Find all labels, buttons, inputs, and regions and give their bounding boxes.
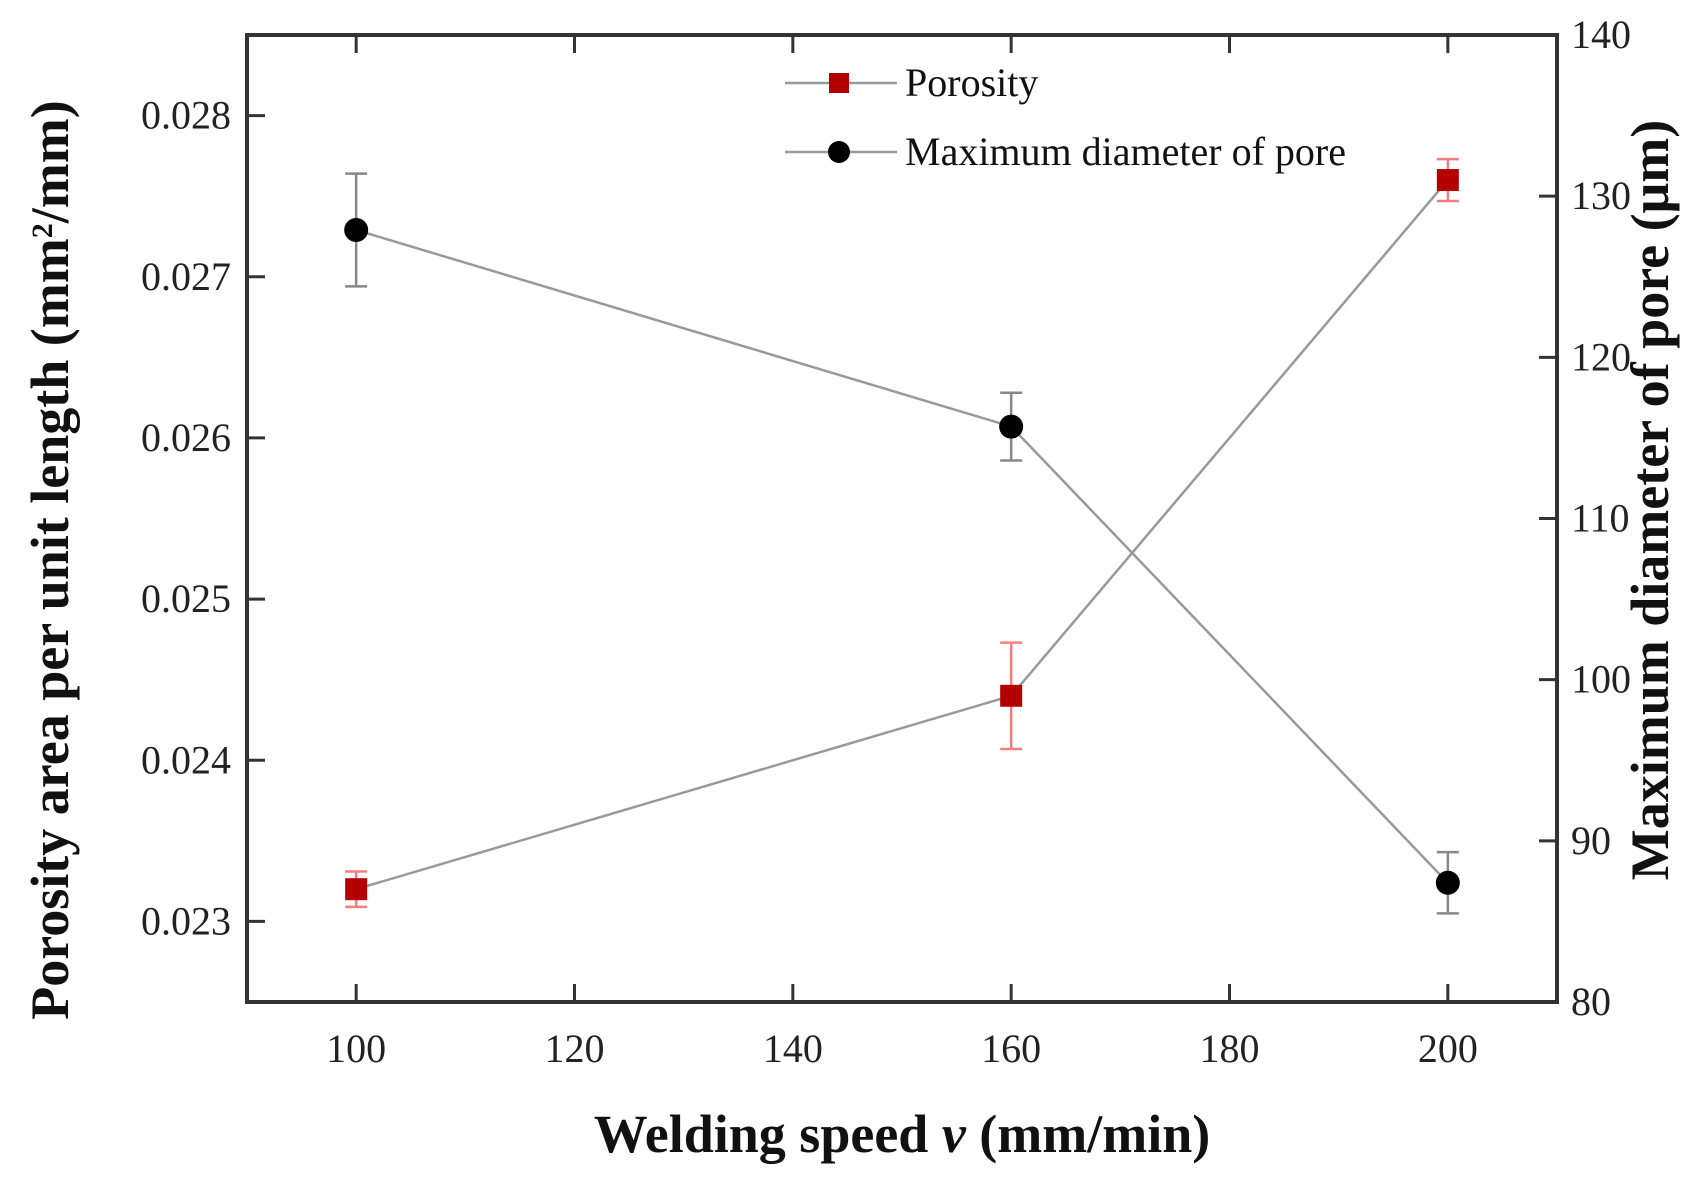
x-tick-label-4: 180	[1200, 1026, 1260, 1071]
right-y-tick-label-6: 140	[1571, 12, 1631, 57]
legend: Porosity Maximum diameter of pore	[785, 60, 1346, 174]
legend-marker-porosity	[829, 73, 849, 93]
legend-marker-maximum-diameter-of-pore	[828, 141, 850, 163]
series-line-maximum-diameter-of-pore	[355, 228, 1449, 884]
left-y-axis-title-part-2: /mm)	[20, 100, 80, 224]
series-lines-layer	[355, 179, 1449, 891]
left-y-tick-label-5: 0.028	[141, 93, 231, 138]
x-tick-label-3: 160	[981, 1026, 1041, 1071]
right-y-tick-label-3: 110	[1571, 496, 1630, 541]
plot-frame	[245, 33, 1559, 1004]
data-point-maximum-diameter-of-pore-1	[999, 414, 1024, 439]
left-y-tick-label-2: 0.025	[141, 576, 231, 621]
right-y-tick-label-5: 130	[1571, 173, 1631, 218]
data-point-maximum-diameter-of-pore-0	[344, 218, 369, 243]
right-y-axis-title: Maximum diameter of pore (μm)	[1620, 120, 1680, 880]
left-y-tick-label-0: 0.023	[141, 898, 231, 943]
x-axis-title-part-1: Welding speed	[594, 1104, 942, 1164]
x-tick-label-0: 100	[326, 1026, 386, 1071]
x-tick-label-5: 200	[1418, 1026, 1478, 1071]
right-y-tick-label-1: 90	[1571, 818, 1611, 863]
left-y-axis-title: Porosity area per unit length (mm2/mm)	[20, 100, 80, 1019]
right-y-tick-label-0: 80	[1571, 979, 1611, 1024]
legend-label-porosity: Porosity	[905, 60, 1038, 105]
left-y-axis-title-superscript: 2	[26, 223, 59, 238]
error-bars-layer	[345, 157, 1459, 915]
left-y-axis-title-part-1: Porosity area per unit length (mm	[20, 238, 80, 1019]
data-point-porosity-1	[1000, 684, 1023, 707]
x-tick-label-1: 120	[545, 1026, 605, 1071]
left-y-tick-label-1: 0.024	[141, 737, 231, 782]
left-y-tick-label-4: 0.027	[141, 254, 231, 299]
x-axis-title: Welding speed v (mm/min)	[594, 1104, 1211, 1164]
series-line-porosity	[355, 179, 1449, 891]
markers-layer	[344, 169, 1460, 901]
data-point-porosity-2	[1436, 169, 1459, 192]
x-axis-title-part-2: (mm/min)	[966, 1104, 1210, 1164]
x-axis-title-italic-v: v	[942, 1104, 967, 1164]
legend-label-maximum-diameter-of-pore: Maximum diameter of pore	[905, 129, 1346, 174]
right-y-tick-label-4: 120	[1571, 334, 1631, 379]
left-y-tick-label-3: 0.026	[141, 415, 231, 460]
x-tick-label-2: 140	[763, 1026, 823, 1071]
data-point-porosity-0	[345, 878, 368, 901]
data-point-maximum-diameter-of-pore-2	[1435, 870, 1460, 895]
ticks-layer: 100 120 140 160 180 200 0.023 0.024 0.025 0.026 0.…	[141, 12, 1631, 1071]
right-y-tick-label-2: 100	[1571, 657, 1631, 702]
